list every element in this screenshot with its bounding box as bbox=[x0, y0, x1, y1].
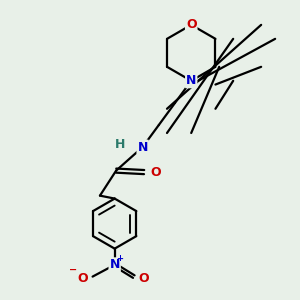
Text: +: + bbox=[116, 254, 124, 263]
Text: O: O bbox=[77, 272, 88, 285]
Text: −: − bbox=[69, 265, 77, 275]
Text: O: O bbox=[151, 166, 161, 178]
Text: N: N bbox=[186, 74, 196, 87]
Text: H: H bbox=[116, 138, 126, 151]
Text: N: N bbox=[110, 258, 120, 271]
Text: N: N bbox=[137, 141, 148, 154]
Text: O: O bbox=[139, 272, 149, 285]
Text: O: O bbox=[186, 18, 196, 32]
